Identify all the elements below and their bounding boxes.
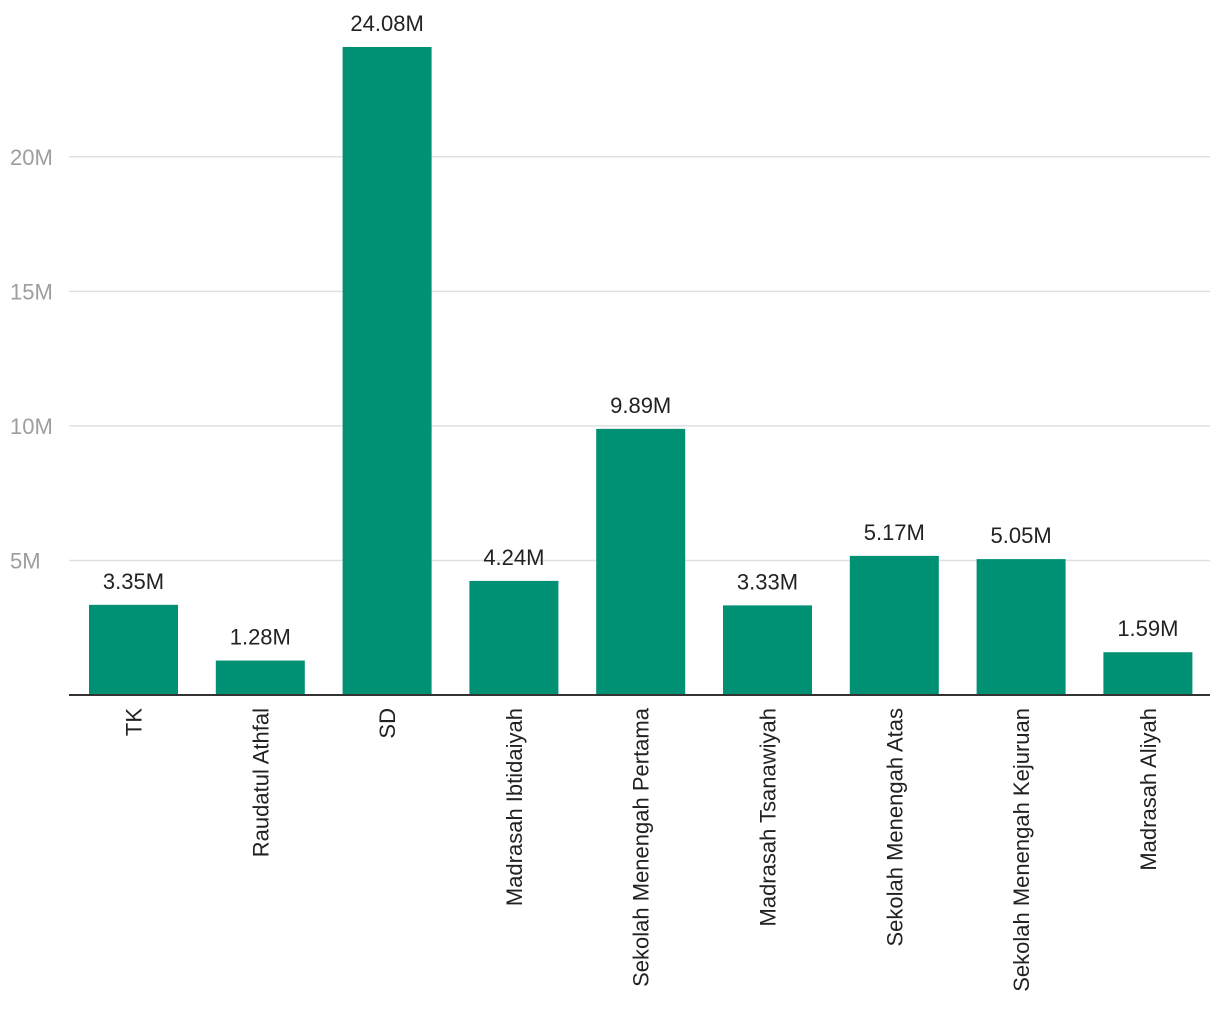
data-label: 24.08M xyxy=(350,11,423,36)
y-tick-label: 5M xyxy=(10,548,41,573)
bar xyxy=(596,428,686,695)
bar xyxy=(849,555,939,695)
bar xyxy=(976,559,1066,695)
x-tick-label: Madrasah Aliyah xyxy=(1136,708,1161,871)
bar xyxy=(1103,652,1193,695)
bar xyxy=(215,660,305,695)
bars xyxy=(89,47,1193,695)
x-tick-label: TK xyxy=(122,708,147,736)
y-tick-label: 20M xyxy=(10,145,53,170)
data-label: 3.35M xyxy=(103,569,164,594)
data-label: 1.59M xyxy=(1117,616,1178,641)
bar xyxy=(342,47,432,695)
data-label: 5.05M xyxy=(991,523,1052,548)
x-tick-label: SD xyxy=(375,708,400,739)
x-tick-label: Madrasah Tsanawiyah xyxy=(756,708,781,927)
bar xyxy=(89,604,178,695)
y-tick-label: 10M xyxy=(10,414,53,439)
data-label: 1.28M xyxy=(230,625,291,650)
data-labels: 3.35M 1.28M 24.08M 4.24M 9.89M 3.33M 5.17M 5.05… xyxy=(103,11,1179,650)
data-label: 9.89M xyxy=(610,393,671,418)
y-axis: 5M 10M 15M 20M xyxy=(10,145,53,574)
x-tick-label: Sekolah Menengah Pertama xyxy=(629,707,654,987)
x-tick-label: Sekolah Menengah Atas xyxy=(882,708,907,947)
data-label: 4.24M xyxy=(483,545,544,570)
bar xyxy=(469,580,559,695)
x-tick-label: Madrasah Ibtidaiyah xyxy=(502,708,527,906)
x-tick-label: Raudatul Athfal xyxy=(248,708,273,857)
data-label: 3.33M xyxy=(737,569,798,594)
y-tick-label: 15M xyxy=(10,279,53,304)
x-axis: TK Raudatul Athfal SD Madrasah Ibtidaiyah Se… xyxy=(122,707,1161,992)
data-label: 5.17M xyxy=(864,520,925,545)
bar xyxy=(723,605,812,695)
x-tick-label: Sekolah Menengah Kejuruan xyxy=(1009,708,1034,992)
